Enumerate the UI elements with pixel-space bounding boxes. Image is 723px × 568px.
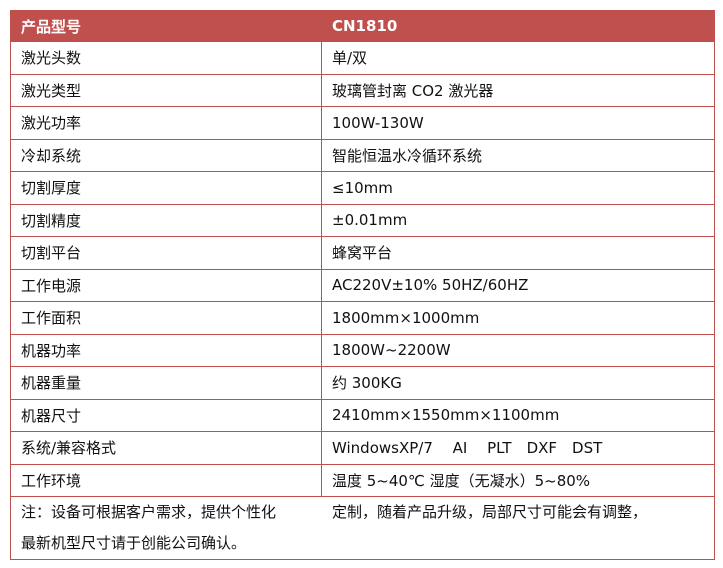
table-row: 切割精度 ±0.01mm <box>10 203 715 237</box>
note-line2: 最新机型尺寸请于创能公司确认。 <box>21 534 247 552</box>
note-cell: 注：设备可根据客户需求，提供个性化 定制，随着产品升级，局部尺寸可能会有调整， 最新… <box>10 496 715 560</box>
note-line1-b: 定制，随着产品升级，局部尺寸可能会有调整， <box>332 503 648 521</box>
table-row: 激光头数 单/双 <box>10 41 715 75</box>
spec-value: 约 300KG <box>321 366 715 400</box>
table-row: 机器尺寸 2410mm×1550mm×1100mm <box>10 398 715 432</box>
spec-label: 机器功率 <box>10 333 322 367</box>
spec-value: 1800mm×1000mm <box>321 301 715 335</box>
spec-value: 智能恒温水冷循环系统 <box>321 138 715 172</box>
spec-value: WindowsXP/7 AI PLT DXF DST <box>321 431 715 465</box>
table-row: 切割厚度 ≤10mm <box>10 171 715 205</box>
table-row: 系统/兼容格式 WindowsXP/7 AI PLT DXF DST <box>10 431 715 465</box>
spec-label: 机器尺寸 <box>10 398 322 432</box>
header-label: 产品型号 <box>10 10 322 42</box>
spec-value: 玻璃管封离 CO2 激光器 <box>321 73 715 107</box>
spec-label: 系统/兼容格式 <box>10 431 322 465</box>
table-row: 工作面积 1800mm×1000mm <box>10 301 715 335</box>
header-value: CN1810 <box>321 10 715 42</box>
spec-label: 激光功率 <box>10 106 322 140</box>
spec-label: 工作面积 <box>10 301 322 335</box>
table-row: 冷却系统 智能恒温水冷循环系统 <box>10 138 715 172</box>
note-row: 注：设备可根据客户需求，提供个性化 定制，随着产品升级，局部尺寸可能会有调整， 最新… <box>10 496 715 560</box>
spec-label: 冷却系统 <box>10 138 322 172</box>
table-row: 激光功率 100W-130W <box>10 106 715 140</box>
spec-value: 蜂窝平台 <box>321 236 715 270</box>
spec-table: 产品型号 CN1810 激光头数 单/双 激光类型 玻璃管封离 CO2 激光器 激光功率… <box>10 10 715 560</box>
table-header: 产品型号 CN1810 <box>10 10 715 42</box>
spec-value: 1800W~2200W <box>321 333 715 367</box>
spec-label: 切割平台 <box>10 236 322 270</box>
table-row: 工作电源 AC220V±10% 50HZ/60HZ <box>10 268 715 302</box>
table-row: 切割平台 蜂窝平台 <box>10 236 715 270</box>
table-row: 工作环境 温度 5~40℃ 湿度（无凝水）5~80% <box>10 463 715 497</box>
table-row: 激光类型 玻璃管封离 CO2 激光器 <box>10 73 715 107</box>
spec-label: 激光头数 <box>10 41 322 75</box>
spec-value: ±0.01mm <box>321 203 715 237</box>
spec-value: AC220V±10% 50HZ/60HZ <box>321 268 715 302</box>
spec-label: 激光类型 <box>10 73 322 107</box>
spec-value: ≤10mm <box>321 171 715 205</box>
spec-label: 切割精度 <box>10 203 322 237</box>
spec-label: 工作电源 <box>10 268 322 302</box>
table-row: 机器重量约 300KG <box>10 366 715 400</box>
note-line1-a: 注：设备可根据客户需求，提供个性化 <box>21 503 277 521</box>
spec-value: 100W-130W <box>321 106 715 140</box>
spec-value: 单/双 <box>321 41 715 75</box>
spec-value: 温度 5~40℃ 湿度（无凝水）5~80% <box>321 463 715 497</box>
spec-value: 2410mm×1550mm×1100mm <box>321 398 715 432</box>
table-row: 机器功率 1800W~2200W <box>10 333 715 367</box>
spec-label: 切割厚度 <box>10 171 322 205</box>
spec-label: 工作环境 <box>10 463 322 497</box>
spec-label: 机器重量 <box>10 366 322 400</box>
